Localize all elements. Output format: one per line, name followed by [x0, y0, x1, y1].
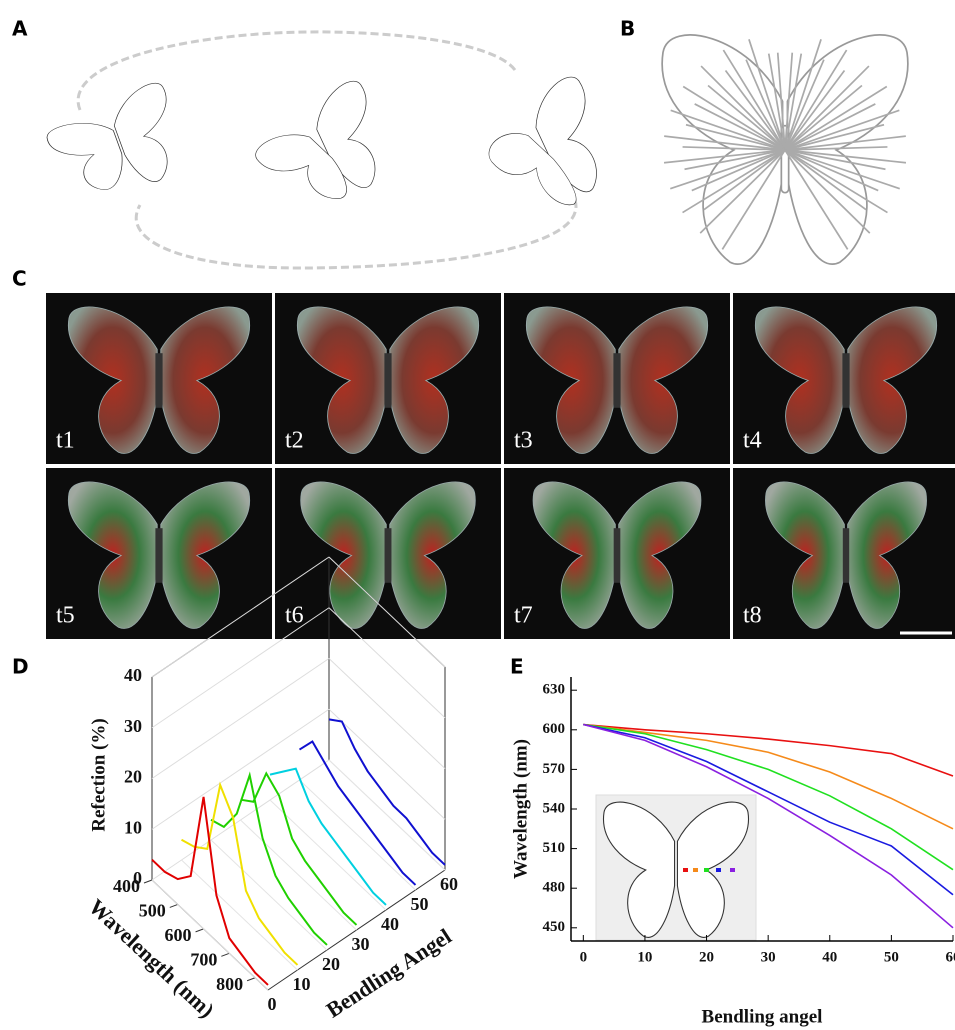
- grid-line: [152, 709, 329, 829]
- photo-label: t2: [285, 428, 304, 454]
- photo-label: t8: [743, 603, 762, 629]
- x-tick-label: 10: [637, 949, 652, 965]
- x-tick: [196, 929, 204, 932]
- body: [842, 353, 849, 408]
- x-tick-label: 50: [884, 949, 899, 965]
- y-axis-title: Wavelength (nm): [510, 739, 531, 879]
- butterfly-sketch: [41, 73, 633, 245]
- z-tick-label: 10: [124, 817, 142, 837]
- y-tick-label: 540: [543, 800, 566, 816]
- spectrum: [182, 785, 298, 965]
- x-tick-label: 60: [946, 949, 955, 965]
- y-tick-label: 0: [268, 994, 277, 1014]
- figure: A B C D E t1t2t3t4t5t6t7t8 0102030404005…: [0, 0, 955, 1030]
- body: [385, 528, 392, 583]
- body: [155, 528, 162, 583]
- y-tick-label: 510: [543, 840, 566, 856]
- x-tick-label: 20: [699, 949, 714, 965]
- z-tick-label: 30: [124, 716, 142, 736]
- photo-label: t4: [743, 428, 762, 454]
- grid-line: [270, 800, 386, 910]
- x-tick-label: 500: [139, 901, 166, 921]
- y-tick-label: 450: [543, 919, 566, 935]
- photo-label: t3: [514, 428, 533, 454]
- spectrum: [241, 773, 357, 925]
- grid-line: [241, 820, 357, 930]
- panel-label: B: [620, 17, 635, 41]
- x-tick-label: 400: [113, 876, 140, 896]
- x-tick: [170, 904, 178, 907]
- spectrum: [329, 719, 445, 865]
- y-tick-label: 570: [543, 761, 566, 777]
- y-tick-label: 480: [543, 880, 566, 896]
- panel-label: C: [12, 267, 27, 291]
- y-tick-label: 600: [543, 721, 566, 737]
- photo-label: t7: [514, 603, 533, 629]
- butterfly-outline: [662, 35, 908, 264]
- photo-label: t6: [285, 603, 304, 629]
- grid-line: [329, 709, 445, 819]
- x-tick-label: 700: [190, 949, 217, 969]
- inset-image: [596, 795, 756, 940]
- body: [614, 528, 621, 583]
- x-tick-label: 30: [761, 949, 776, 965]
- x-axis-title: Bendling angel: [702, 1006, 823, 1027]
- panel-label: E: [510, 655, 524, 679]
- x-tick: [144, 880, 152, 883]
- z-axis-title: Refection (%): [88, 718, 109, 831]
- x-tick-label: 800: [216, 974, 243, 994]
- grid-line: [329, 659, 445, 769]
- spectrum: [270, 769, 386, 905]
- y-tick-label: 40: [381, 914, 399, 934]
- x-tick: [221, 953, 229, 956]
- panel-label: A: [12, 17, 28, 41]
- y-tick-label: 50: [411, 894, 429, 914]
- x-tick: [247, 978, 255, 981]
- body: [843, 528, 849, 583]
- grid-line: [329, 760, 445, 870]
- y-tick-label: 20: [322, 954, 340, 974]
- y-tick-label: 630: [543, 682, 566, 698]
- spectrum: [300, 741, 416, 884]
- grid-line: [152, 659, 329, 779]
- body: [384, 353, 391, 408]
- x-tick-label: 600: [165, 925, 192, 945]
- line-chart: 450 480 510 540 570 600 630 0 10 20 30 40 50 60 Bendli…: [510, 677, 955, 1027]
- y-axis-title: Bendling Angel: [322, 923, 456, 1022]
- photo-grid: t1 t2 t3 t4 t5 t6 t7 t8: [46, 293, 955, 639]
- body: [155, 353, 162, 408]
- photo-label: t5: [56, 603, 75, 629]
- z-tick-label: 40: [124, 665, 142, 685]
- photo-label: t1: [56, 428, 75, 454]
- body: [613, 353, 620, 408]
- x-tick-label: 40: [822, 949, 837, 965]
- x-tick-label: 0: [580, 949, 588, 965]
- panel-label: D: [12, 655, 29, 679]
- y-tick-label: 30: [352, 934, 370, 954]
- z-tick-label: 20: [124, 767, 142, 787]
- y-tick-label: 10: [293, 974, 311, 994]
- y-tick-label: 60: [440, 874, 458, 894]
- grid-line: [300, 780, 416, 890]
